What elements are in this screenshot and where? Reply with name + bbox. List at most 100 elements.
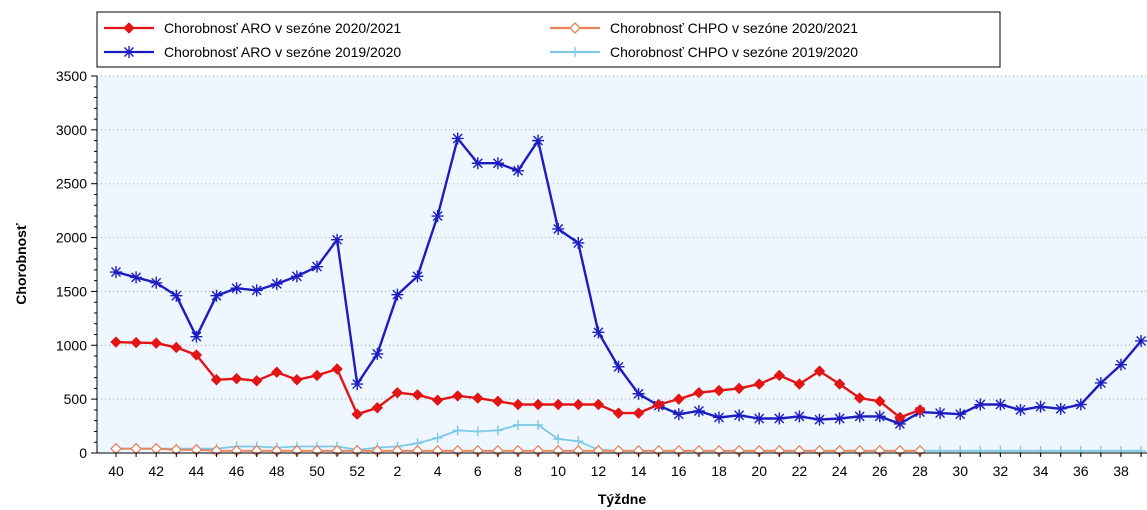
data-point bbox=[994, 398, 1007, 411]
data-point bbox=[632, 407, 645, 419]
data-point bbox=[592, 398, 605, 411]
data-point bbox=[873, 410, 886, 423]
data-point bbox=[914, 404, 926, 416]
x-tick-label: 48 bbox=[269, 463, 285, 479]
data-point bbox=[813, 413, 826, 426]
x-tick-label: 2 bbox=[394, 463, 402, 479]
data-point bbox=[130, 271, 143, 284]
y-tick-label: 3000 bbox=[56, 122, 87, 138]
x-tick-label: 30 bbox=[952, 463, 968, 479]
data-point bbox=[713, 411, 725, 424]
data-point bbox=[452, 425, 463, 436]
data-point bbox=[632, 387, 645, 400]
data-point bbox=[472, 426, 483, 437]
data-point bbox=[250, 375, 263, 387]
data-point bbox=[150, 276, 163, 289]
data-point bbox=[311, 260, 323, 273]
data-point bbox=[1115, 358, 1127, 371]
data-point bbox=[569, 22, 581, 34]
data-point bbox=[652, 398, 665, 411]
data-point bbox=[271, 366, 283, 378]
data-point bbox=[672, 408, 685, 421]
data-point bbox=[1135, 334, 1147, 347]
y-axis-title: Chorobnosť bbox=[13, 223, 29, 305]
data-point bbox=[533, 419, 544, 430]
y-tick-label: 1500 bbox=[56, 283, 87, 299]
data-point bbox=[793, 410, 806, 423]
data-point bbox=[692, 404, 705, 417]
data-point bbox=[110, 336, 122, 348]
data-point bbox=[290, 270, 303, 283]
data-point bbox=[512, 164, 524, 177]
x-tick-label: 12 bbox=[591, 463, 607, 479]
data-point bbox=[954, 408, 967, 421]
legend-item: Chorobnosť CHPO v sezóne 2019/2020 bbox=[550, 44, 858, 60]
data-point bbox=[451, 390, 464, 402]
data-point bbox=[612, 360, 625, 373]
y-tick-label: 2000 bbox=[56, 230, 87, 246]
legend-label: Chorobnosť CHPO v sezóne 2020/2021 bbox=[610, 20, 858, 36]
series-line bbox=[115, 137, 1143, 426]
data-point bbox=[693, 386, 705, 399]
data-point bbox=[170, 341, 183, 354]
data-point bbox=[893, 417, 906, 430]
data-point bbox=[1014, 403, 1027, 416]
data-point bbox=[532, 398, 544, 411]
data-point bbox=[1094, 376, 1107, 389]
data-point bbox=[753, 412, 766, 425]
data-point bbox=[210, 289, 223, 302]
data-point bbox=[210, 374, 223, 386]
x-tick-label: 52 bbox=[349, 463, 365, 479]
y-tick-label: 2500 bbox=[56, 176, 87, 192]
x-axis-title: Týždne bbox=[598, 491, 646, 507]
x-tick-label: 38 bbox=[1113, 463, 1129, 479]
x-tick-label: 34 bbox=[1033, 463, 1049, 479]
x-tick-label: 4 bbox=[434, 463, 442, 479]
data-point bbox=[351, 378, 364, 391]
data-point bbox=[431, 210, 444, 223]
x-ticks: 40 42 44 46 48 50 52 2 4 6 8 10 12 14 16 18 20 22 24 26 28 30… bbox=[108, 453, 1142, 479]
data-point bbox=[371, 402, 384, 414]
x-tick-label: 32 bbox=[993, 463, 1009, 479]
data-point bbox=[552, 398, 564, 411]
data-point bbox=[391, 288, 404, 301]
data-point bbox=[1054, 402, 1067, 415]
data-point bbox=[492, 425, 503, 436]
data-point bbox=[1034, 400, 1047, 413]
data-point bbox=[123, 22, 135, 34]
data-point bbox=[592, 326, 605, 339]
data-point bbox=[874, 395, 886, 408]
data-point bbox=[250, 284, 263, 297]
data-point bbox=[974, 398, 987, 411]
data-point bbox=[793, 378, 806, 390]
x-tick-label: 20 bbox=[751, 463, 767, 479]
x-tick-label: 42 bbox=[148, 463, 164, 479]
data-point bbox=[570, 47, 580, 57]
y-tick-label: 500 bbox=[64, 391, 88, 407]
data-point bbox=[713, 384, 725, 397]
data-point bbox=[170, 289, 183, 302]
data-point bbox=[230, 372, 243, 385]
data-point bbox=[432, 432, 443, 443]
data-point bbox=[833, 412, 846, 425]
grid bbox=[97, 75, 1147, 400]
data-point bbox=[1074, 398, 1087, 411]
x-tick-label: 6 bbox=[474, 463, 482, 479]
data-point bbox=[833, 378, 846, 390]
data-point bbox=[853, 392, 866, 404]
y-ticks: 0 500 1000 1500 2000 2500 3000 3500 bbox=[56, 68, 97, 461]
data-point bbox=[773, 369, 786, 382]
data-point bbox=[894, 411, 906, 424]
data-point bbox=[552, 222, 565, 235]
data-point bbox=[773, 412, 786, 425]
data-point bbox=[753, 378, 765, 390]
legend-item: Chorobnosť ARO v sezóne 2020/2021 bbox=[104, 20, 401, 36]
data-point bbox=[472, 392, 484, 404]
legend: Chorobnosť ARO v sezóne 2020/2021 Chorobn… bbox=[96, 11, 1001, 68]
data-point bbox=[150, 337, 162, 349]
data-point bbox=[492, 395, 504, 408]
data-point bbox=[513, 419, 523, 430]
x-tick-label: 28 bbox=[912, 463, 928, 479]
x-tick-label: 40 bbox=[108, 463, 124, 479]
